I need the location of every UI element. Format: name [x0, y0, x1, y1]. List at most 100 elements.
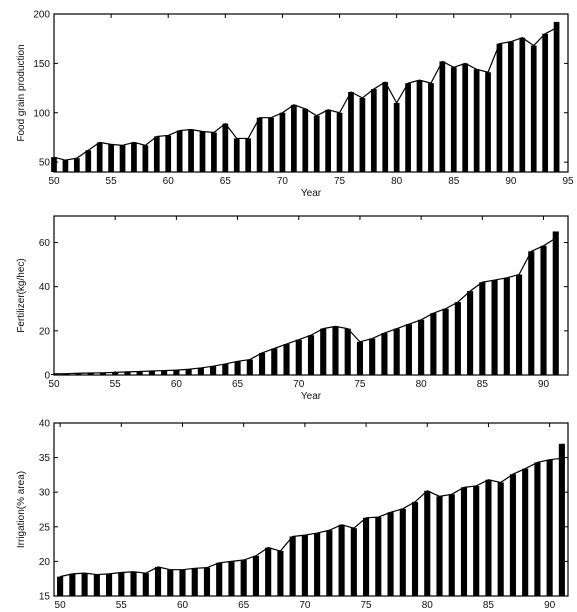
bar [393, 328, 400, 376]
x-tick-label: 70 [299, 600, 311, 611]
bar [265, 547, 272, 596]
bar [460, 487, 468, 596]
bar [552, 231, 559, 375]
bar [131, 142, 137, 173]
bar [405, 324, 412, 375]
bar [62, 160, 69, 172]
bar [430, 313, 437, 375]
bar [153, 136, 160, 172]
x-tick-label: 75 [334, 176, 346, 187]
plot-frame [53, 215, 569, 376]
bar [222, 123, 229, 172]
x-tick-label: 50 [48, 379, 60, 390]
bar [69, 573, 76, 596]
x-tick-label: 85 [483, 600, 495, 611]
bar [473, 69, 480, 172]
bar [216, 562, 223, 596]
chart-panel-1: 50 55 60 65 70 75 80 85 90 95 50 100 150 200 Year Food … [16, 10, 574, 200]
bar [245, 138, 252, 172]
bar [553, 21, 560, 173]
y-axis-label: Fertilizer(kg/hec) [16, 258, 27, 332]
bar [142, 573, 149, 596]
bar [93, 574, 100, 596]
x-tick-label: 85 [477, 379, 489, 390]
bar [279, 112, 286, 172]
y-tick-label: 100 [33, 108, 50, 119]
bar [399, 508, 406, 596]
bar [228, 561, 235, 596]
y-tick-label: 20 [39, 557, 51, 568]
bar [289, 536, 296, 596]
bar [191, 568, 198, 596]
bar [411, 501, 419, 596]
bar [416, 80, 423, 172]
chart-panel-2: 50 55 60 65 70 75 80 85 90 0 20 40 60 Year Fertilizer(… [16, 215, 569, 402]
plot-frame [53, 13, 569, 173]
bar [119, 145, 126, 172]
bar [540, 245, 547, 375]
bar [301, 535, 308, 596]
bar [405, 83, 411, 173]
bar [442, 308, 449, 375]
bar [370, 89, 377, 172]
x-tick-label: 90 [544, 600, 556, 611]
bar [176, 130, 183, 172]
bar [222, 363, 229, 375]
bar [473, 485, 480, 596]
bar [530, 45, 537, 172]
bar [528, 251, 535, 375]
bar [485, 72, 491, 172]
bar [291, 104, 297, 172]
bar [246, 359, 253, 375]
bar [450, 67, 457, 172]
x-tick-label: 70 [277, 176, 289, 187]
x-axis-label: Year [301, 391, 322, 402]
x-tick-label: 70 [293, 379, 305, 390]
bar [233, 138, 240, 172]
bar [479, 282, 486, 375]
x-tick-label: 65 [238, 600, 250, 611]
bar [508, 41, 514, 173]
x-tick-label: 80 [391, 176, 403, 187]
bar [108, 144, 114, 172]
y-tick-label: 35 [39, 453, 51, 464]
x-tick-label: 50 [48, 176, 60, 187]
bar [454, 302, 461, 376]
bar [87, 373, 94, 375]
x-tick-label: 60 [177, 600, 189, 611]
bar [124, 371, 131, 375]
y-tick-label: 15 [39, 592, 51, 603]
x-tick-label: 80 [416, 379, 428, 390]
bar [271, 348, 278, 375]
bar [332, 326, 339, 375]
bar [448, 494, 455, 596]
bar [130, 571, 137, 596]
y-axis-label: Food grain production [16, 44, 27, 141]
bar [167, 569, 174, 596]
bar [283, 344, 290, 375]
bar [234, 361, 241, 375]
x-tick-label: 55 [110, 379, 122, 390]
bar [485, 479, 492, 596]
bar [252, 555, 259, 596]
bar [256, 117, 263, 172]
bar [424, 490, 431, 596]
bar [302, 108, 309, 172]
bar [326, 530, 333, 596]
bar [336, 112, 343, 172]
chart-panel-3: 505560657075808590152025303540YearIrriga… [16, 419, 569, 611]
bar [185, 369, 192, 375]
bar [348, 92, 354, 172]
x-tick-label: 75 [361, 600, 373, 611]
bar [375, 517, 382, 596]
y-tick-label: 200 [33, 10, 50, 21]
bar [99, 372, 107, 375]
bar [509, 474, 516, 596]
bar [546, 459, 553, 596]
bar [154, 566, 162, 596]
bar [96, 142, 103, 173]
bar [393, 102, 400, 173]
x-tick-label: 95 [562, 176, 574, 187]
